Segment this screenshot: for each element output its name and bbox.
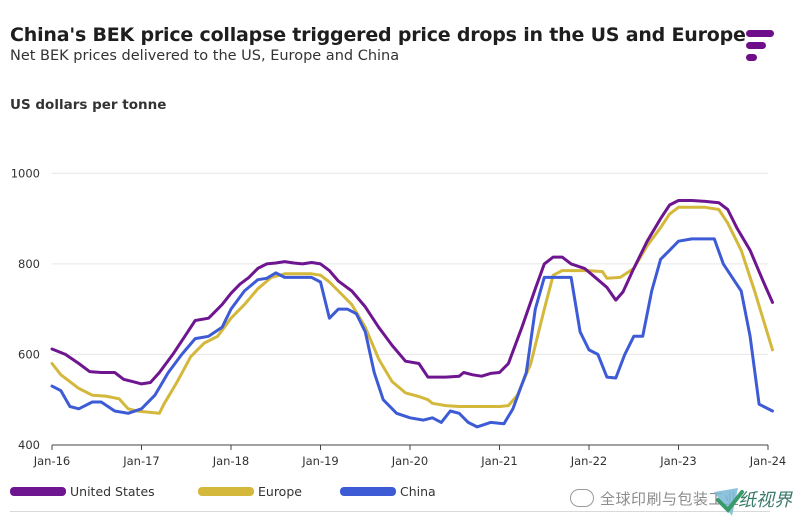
series-line-united-states xyxy=(50,199,774,386)
watermark-text: 全球印刷与包装工业 xyxy=(600,489,740,508)
x-tick-label: Jan-17 xyxy=(122,454,160,468)
legend-swatch xyxy=(198,487,254,496)
legend-item-united-states: United States xyxy=(10,484,155,499)
legend-item-europe: Europe xyxy=(198,484,302,499)
x-tick-label: Jan-16 xyxy=(33,454,71,468)
legend-item-china: China xyxy=(340,484,436,499)
series-line-europe xyxy=(50,205,774,415)
x-tick-label: Jan-18 xyxy=(212,454,250,468)
x-tick-label: Jan-20 xyxy=(391,454,429,468)
x-tick-label: Jan-21 xyxy=(480,454,518,468)
legend-label: China xyxy=(400,484,436,499)
chart-title: China's BEK price collapse triggered pri… xyxy=(10,24,746,46)
watermark-badge-text: 纸视界 xyxy=(738,490,792,511)
y-tick-label: 800 xyxy=(18,257,40,271)
chart-subtitle: Net BEK prices delivered to the US, Euro… xyxy=(10,48,400,64)
y-tick-label: 1000 xyxy=(11,166,40,180)
y-tick-label: 400 xyxy=(18,438,40,452)
footer-divider xyxy=(10,511,770,512)
y-tick-label: 600 xyxy=(18,347,40,361)
y-axis-units-label: US dollars per tonne xyxy=(10,97,167,113)
x-tick-label: Jan-24 xyxy=(749,454,787,468)
legend-label: Europe xyxy=(258,484,302,499)
watermark: 全球印刷与包装工业 xyxy=(570,478,792,518)
series-line-china xyxy=(50,237,774,429)
wechat-icon xyxy=(570,489,594,507)
legend-swatch xyxy=(340,487,396,496)
legend-swatch xyxy=(10,487,66,496)
ft-logo-icon xyxy=(746,30,774,61)
papersight-badge-icon xyxy=(714,488,744,516)
x-tick-label: Jan-19 xyxy=(301,454,339,468)
legend-label: United States xyxy=(70,484,155,499)
x-tick-label: Jan-22 xyxy=(570,454,608,468)
x-tick-label: Jan-23 xyxy=(659,454,697,468)
